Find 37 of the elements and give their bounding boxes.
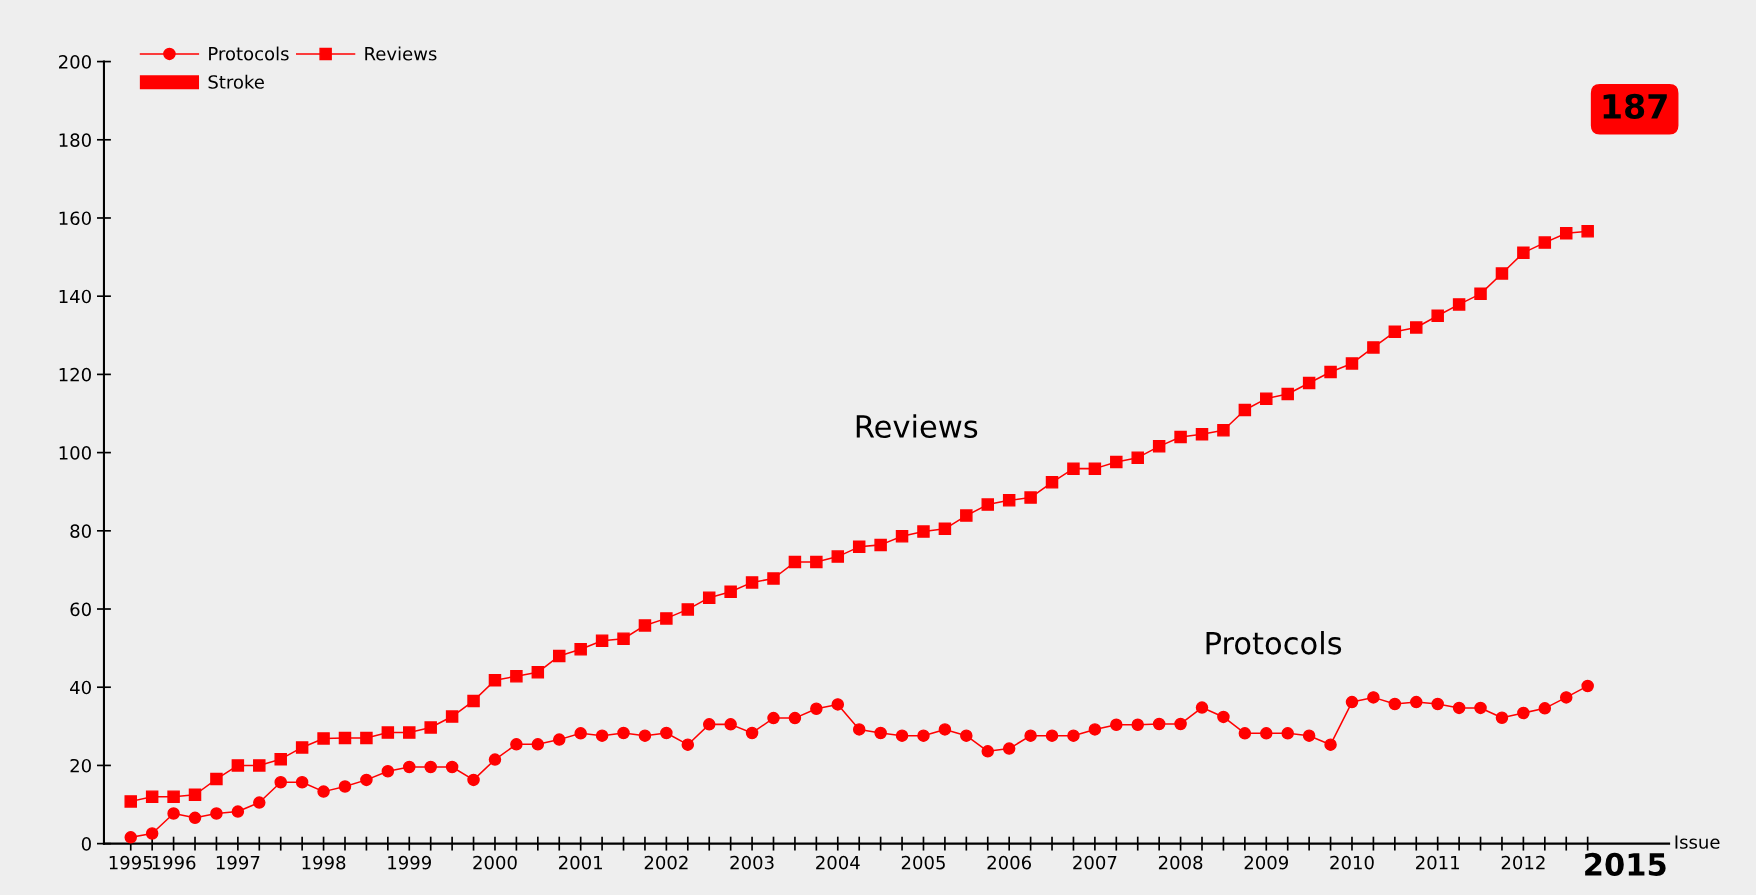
x-tick-label: 2008 [1158,855,1203,870]
y-tick-label: 200 [59,55,91,69]
x-tick-label: 2003 [730,855,774,870]
x-tick-label: 2001 [559,855,602,870]
y-tick-label: 160 [59,211,91,226]
y-tick-label: 100 [59,446,91,460]
x-tick-label: 1996 [152,855,196,870]
x-tick-label: 2004 [816,855,860,870]
y-tick-label: 60 [70,602,91,617]
y-tick-label: 40 [70,680,91,695]
x-tick-label: 2006 [987,855,1032,870]
text: 2015 [1585,852,1666,876]
text: 187 [1603,93,1667,119]
x-tick-label: 2009 [1244,855,1288,870]
x-tick-label: 2010 [1330,855,1374,870]
x-tick-label: 1995 [109,855,153,870]
annotation: Reviews [856,414,978,439]
x-tick-label: 2007 [1073,855,1117,870]
x-tick-label: 1997 [216,855,260,870]
x-tick-label: 2011 [1416,855,1459,870]
annotation: Protocols [1206,630,1342,655]
x-tick-label: 1998 [302,855,346,870]
legend-label: Reviews [365,46,437,61]
y-tick-label: 120 [59,367,91,382]
x-tick-label: 2005 [901,855,945,870]
x-tick-label: 2012 [1501,855,1545,870]
y-tick-label: 180 [59,133,91,147]
y-tick-label: 20 [70,758,91,773]
legend-title: Stroke [208,74,264,89]
y-tick-label: 0 [81,837,91,851]
x-tick-label: 2000 [473,855,517,870]
y-tick-label: 140 [59,289,91,304]
x-tick-label: 2002 [644,855,688,870]
y-tick-label: 80 [70,524,91,538]
x-axis-title: Issue [1675,835,1720,849]
legend-label: Protocols [209,46,289,61]
x-tick-label: 1999 [388,855,431,870]
